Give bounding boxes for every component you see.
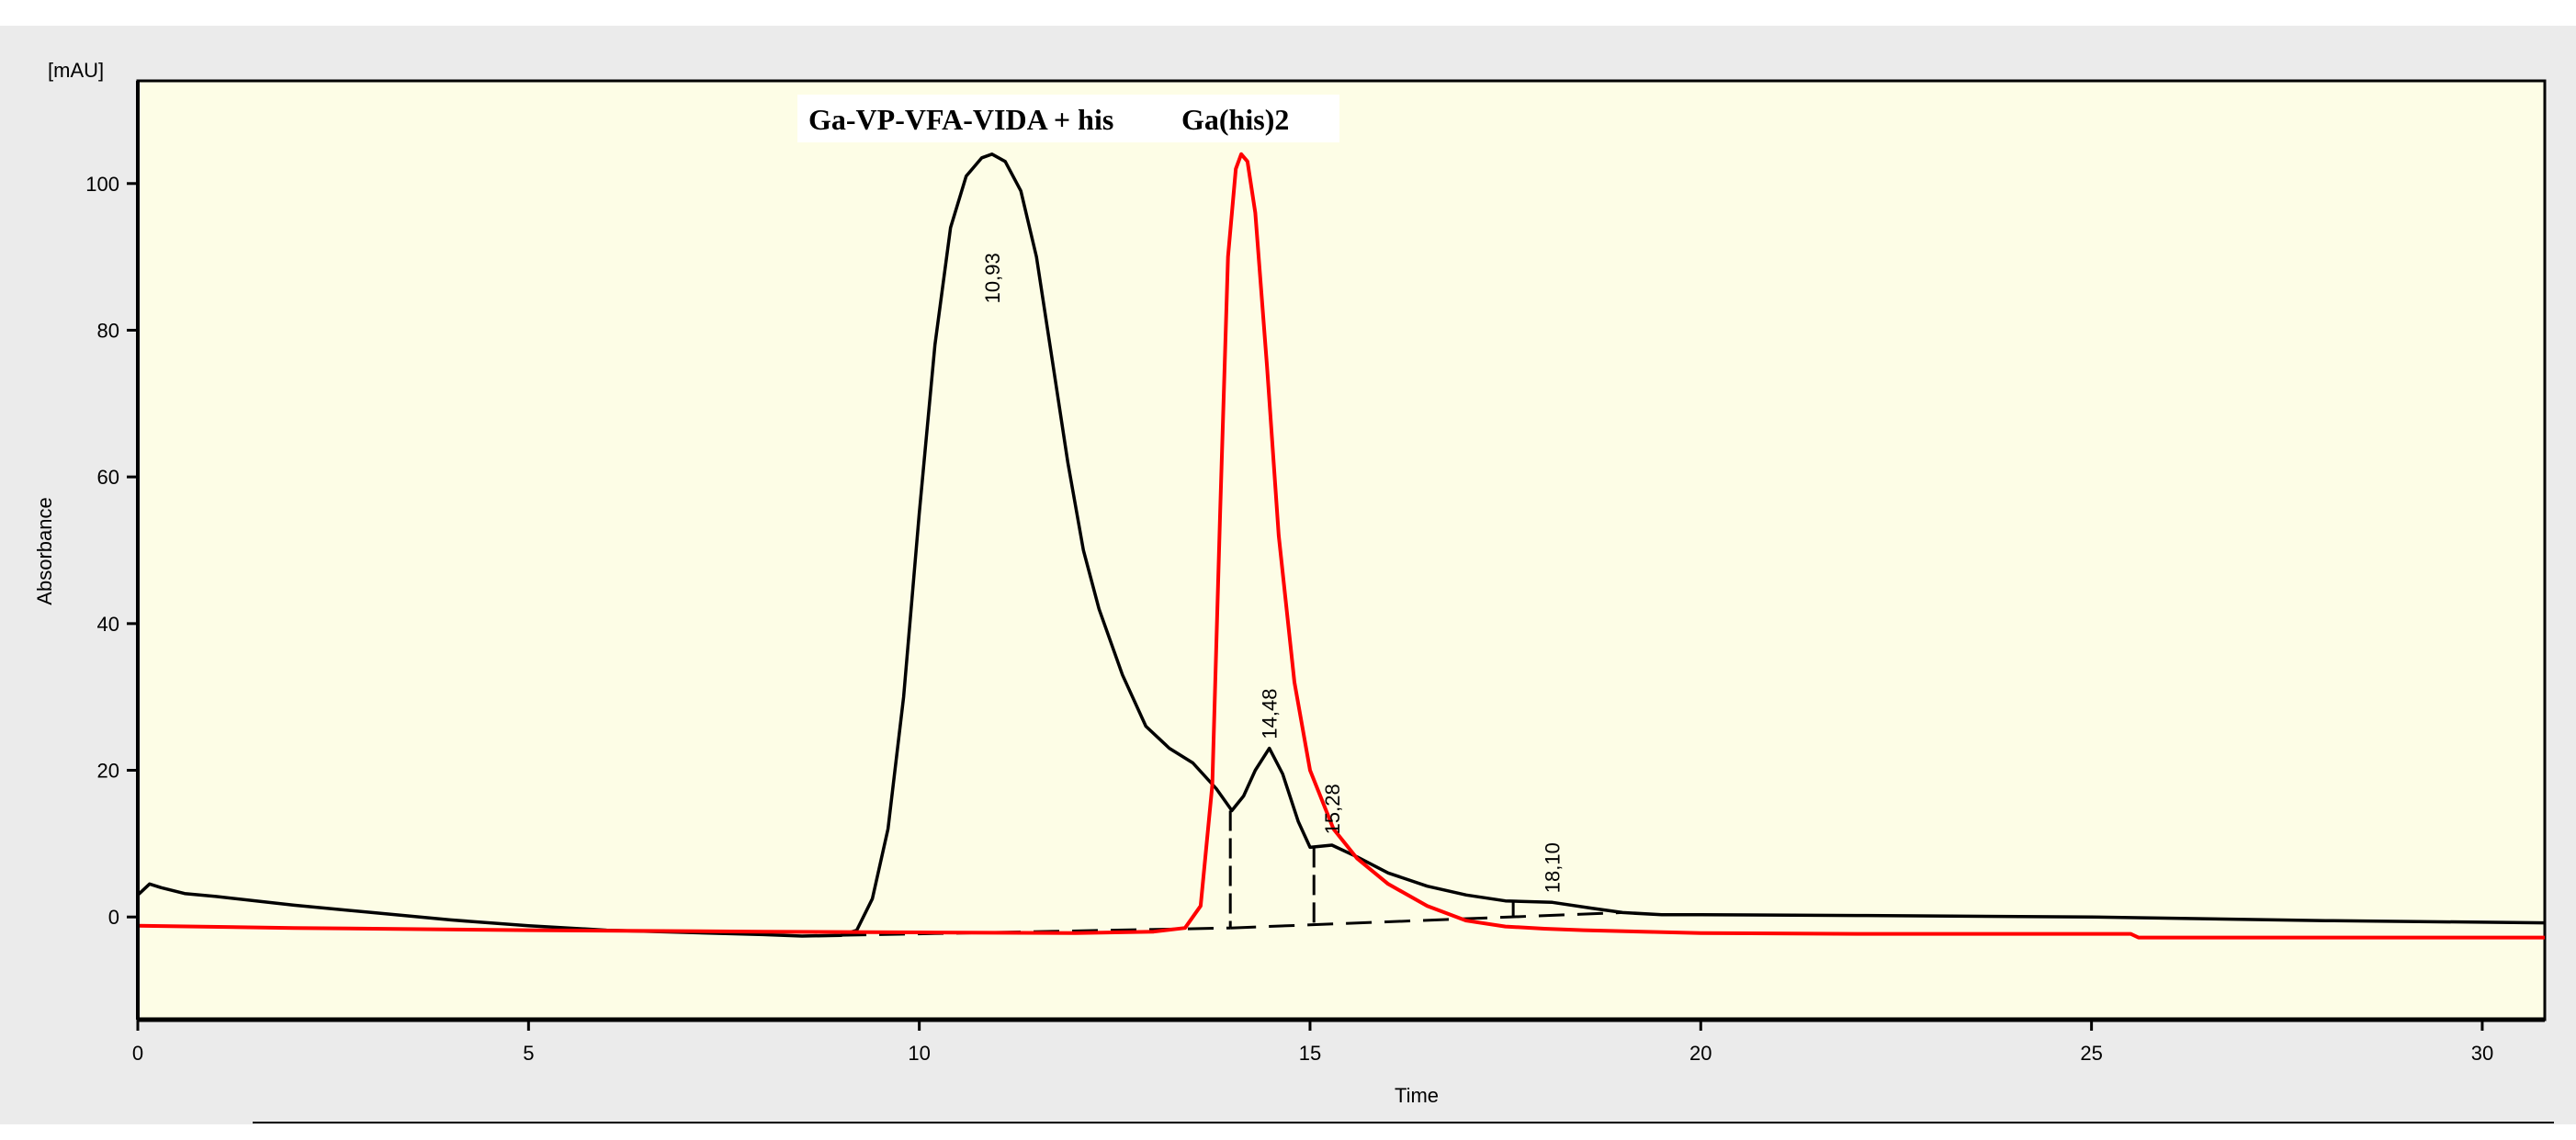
y-tick-label: 40 [97,613,119,636]
y-tick-label: 20 [97,760,119,783]
y-tick-label: 60 [97,466,119,489]
x-tick-label: 30 [2471,1042,2493,1065]
peak-labels: 10,93 14,48 15,28 18,10 [981,253,1565,893]
y-tick-label: 0 [108,906,119,929]
peak-drop-lines [1228,810,1515,929]
annotation-label: Ga-VP-VFA-VIDA + his [808,103,1113,136]
plot-area [136,79,2547,1021]
x-tick-label: 20 [1689,1042,1712,1065]
x-tick-label: 25 [2080,1042,2102,1065]
baseline-segment [1230,910,1623,930]
peak-label: 18,10 [1542,842,1565,893]
chromatogram-traces [136,152,2546,940]
annotation-label: Ga(his)2 [1181,103,1289,136]
peak-label: 15,28 [1321,784,1344,834]
y-tick-label: 100 [85,173,119,196]
peak-label: 14,48 [1259,689,1282,739]
x-tick-label: 10 [908,1042,930,1065]
y-tick-label: 80 [97,319,119,342]
x-tick-label: 0 [132,1042,143,1065]
annotation-box [797,95,1174,142]
y-unit-label: [mAU] [48,59,104,82]
axes: 0 20 40 60 80 100 0 5 10 15 20 25 30 [85,81,2554,1123]
x-axis-label: Time [1395,1084,1439,1107]
x-tick-label: 15 [1299,1042,1321,1065]
y-axis-label: Absorbance [33,497,56,604]
peak-label: 10,93 [981,253,1004,303]
annotation-box [1174,95,1339,142]
x-tick-label: 5 [523,1042,534,1065]
chart-annotations: Ga-VP-VFA-VIDA + his Ga(his)2 [797,95,1339,142]
red-trace [137,152,2545,940]
